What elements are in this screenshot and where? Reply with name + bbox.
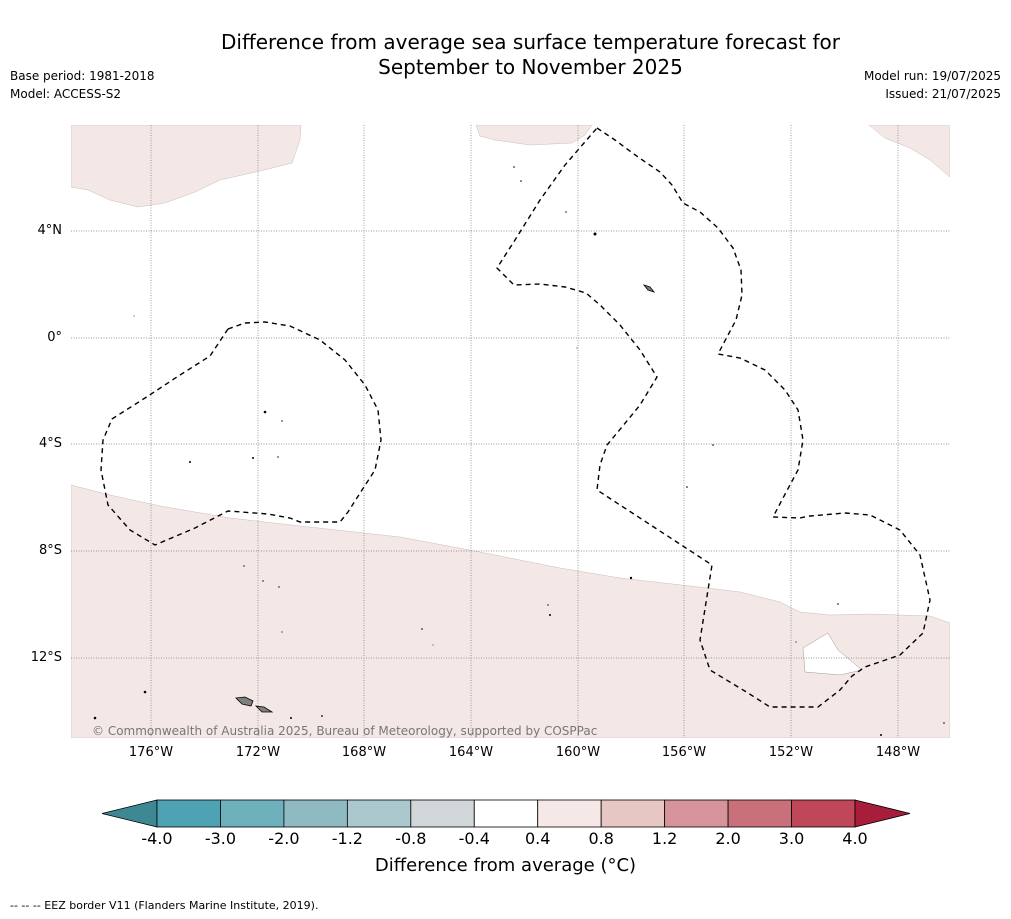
lon-label-176w: 176°W <box>128 745 174 760</box>
colorbar-tick-label: 0.4 <box>524 829 551 848</box>
colorbar-tick-label: -3.0 <box>204 829 237 848</box>
lat-label-0: 0° <box>47 330 62 345</box>
colorbar-tick-label: 3.0 <box>778 829 805 848</box>
colorbar-segment <box>791 799 856 828</box>
anomaly-region-north <box>475 125 593 146</box>
colorbar-tick-label: -0.8 <box>395 829 427 848</box>
lon-label-152w: 152°W <box>768 745 814 760</box>
colorbar-tick-label: 1.2 <box>651 829 678 848</box>
colorbar-segment <box>473 799 539 828</box>
colorbar-tick-label: -1.2 <box>331 829 363 848</box>
anomaly-region-northwest <box>71 125 302 208</box>
neutral-patch <box>802 632 863 676</box>
colorbar-tick-label: 0.8 <box>588 829 614 848</box>
meta-right: Model run: 19/07/2025 Issued: 21/07/2025 <box>864 67 1001 103</box>
eez-legend-note: -- -- -- EEZ border V11 (Flanders Marine… <box>10 899 319 912</box>
island-malden <box>642 284 656 293</box>
eez-border-tokelau-samoa <box>100 321 382 546</box>
island-samoa-tutuila <box>254 705 274 713</box>
colorbar-tick-label: 4.0 <box>842 829 868 848</box>
lon-label-148w: 148°W <box>875 745 921 760</box>
anomaly-region-south <box>71 484 950 738</box>
lat-label-12s: 12°S <box>30 650 62 665</box>
colorbar-segment <box>727 799 792 828</box>
title-line-2: September to November 2025 <box>378 55 683 79</box>
colorbar-over-arrow <box>854 799 911 828</box>
islands <box>235 284 656 713</box>
lon-label-164w: 164°W <box>448 745 494 760</box>
map-title: Difference from average sea surface temp… <box>0 30 1011 80</box>
issued-date: Issued: 21/07/2025 <box>885 87 1001 101</box>
colorbar-segments <box>156 799 856 828</box>
colorbar-segment <box>410 799 475 828</box>
model-run: Model run: 19/07/2025 <box>863 69 1001 83</box>
colorbar-segment <box>537 799 602 828</box>
graticule <box>71 125 950 738</box>
lat-label-4s: 4°S <box>38 436 62 451</box>
copyright-notice: © Commonwealth of Australia 2025, Bureau… <box>92 724 598 738</box>
eez-borders <box>100 127 931 708</box>
lon-label-168w: 168°W <box>341 745 387 760</box>
model-name: Model: ACCESS-S2 <box>10 87 122 101</box>
atolls <box>93 166 945 736</box>
island-samoa-upolu <box>235 696 254 707</box>
lon-label-156w: 156°W <box>661 745 707 760</box>
lat-label-8s: 8°S <box>38 543 62 558</box>
colorbar-title: Difference from average (°C) <box>0 855 1011 876</box>
colorbar-title-text: Difference from average (°C) <box>374 855 637 876</box>
colorbar-segment <box>346 799 412 828</box>
colorbar-tick-label: -4.0 <box>141 829 173 848</box>
colorbar-segment <box>283 799 348 828</box>
title-line-1: Difference from average sea surface temp… <box>220 30 840 54</box>
anomaly-region-northeast <box>868 125 950 178</box>
colorbar-segment <box>664 799 729 828</box>
colorbar-tick-label: 2.0 <box>715 829 741 848</box>
meta-left: Base period: 1981-2018 Model: ACCESS-S2 <box>10 67 155 103</box>
lon-label-172w: 172°W <box>235 745 281 760</box>
lat-label-4n: 4°N <box>37 223 63 238</box>
colorbar-segment <box>600 799 666 828</box>
colorbar-tick-label: -0.4 <box>458 829 490 848</box>
colorbar-tick-label: -2.0 <box>268 829 300 848</box>
colorbar-under-arrow <box>101 799 158 828</box>
base-period: Base period: 1981-2018 <box>10 69 155 83</box>
colorbar-segment <box>220 799 285 828</box>
lon-label-160w: 160°W <box>555 745 601 760</box>
colorbar-segment <box>156 799 221 828</box>
